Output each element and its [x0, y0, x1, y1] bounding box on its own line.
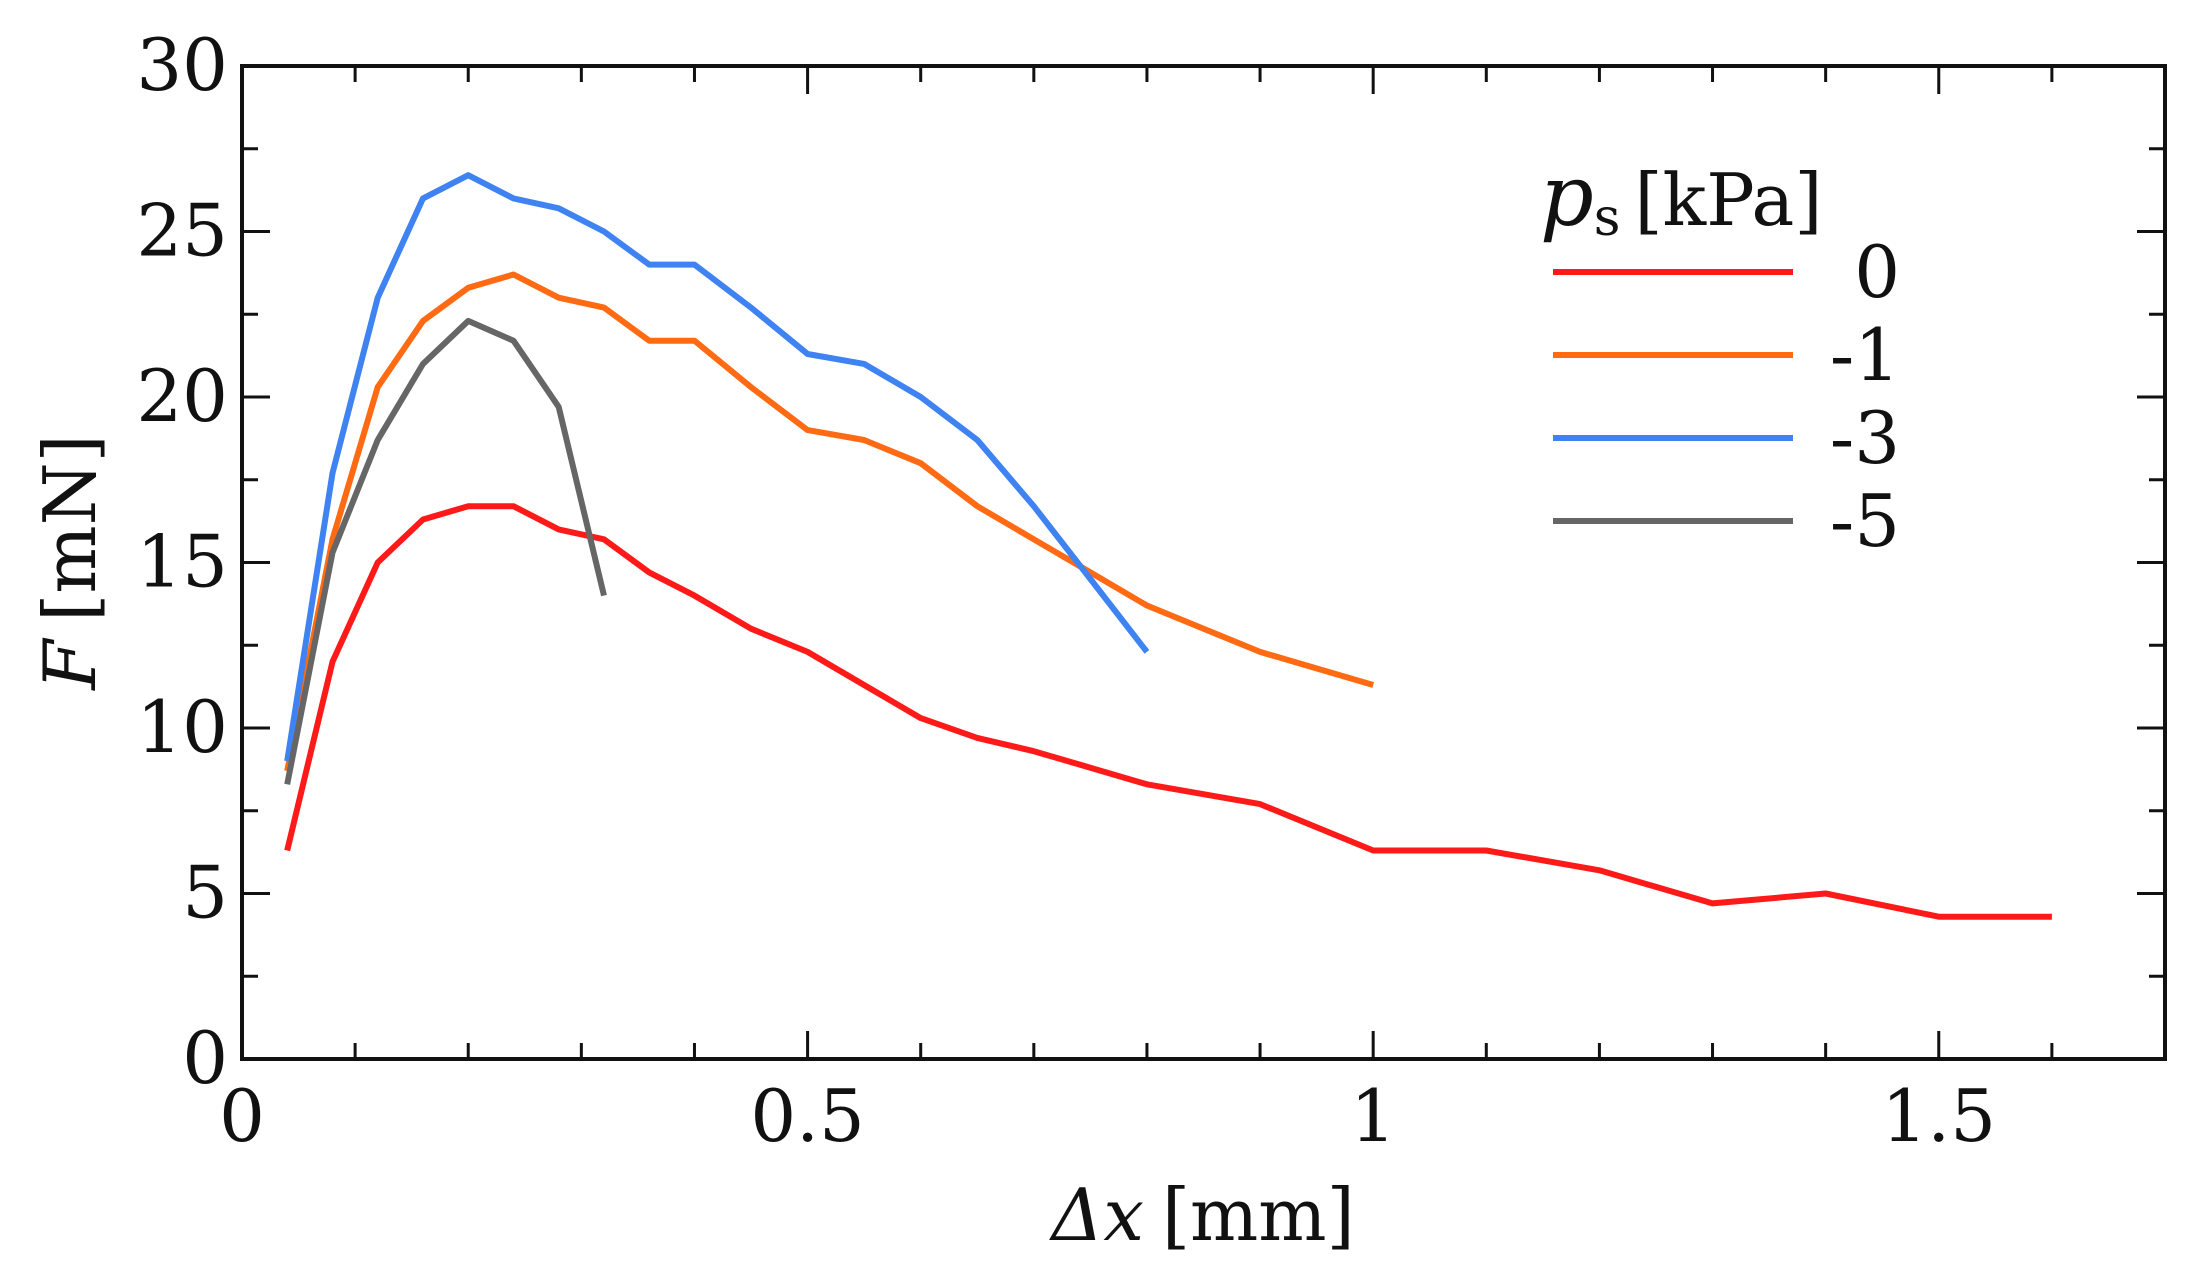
x-tick-label-0-5: 0.5 [750, 1074, 865, 1158]
legend-label-p0: 0 [1854, 230, 1900, 314]
legend-title-symbol: p [1540, 147, 1594, 245]
y-tick-label-0: 0 [182, 1016, 228, 1100]
legend-title-unit: [kPa] [1634, 158, 1822, 242]
legend-title: ps [kPa] [1540, 147, 1822, 248]
series-line-p-1 [284, 271, 1375, 772]
y-axis-label: F [mN] [28, 434, 112, 691]
y-tick-label-25: 25 [136, 189, 228, 273]
legend-title-subscript: s [1594, 188, 1621, 248]
y-axis-label-unit: [mN] [28, 434, 112, 621]
y-tick-label-5: 5 [182, 851, 228, 935]
legend-entries: 0-1-3-5 [1553, 230, 1900, 563]
y-tick-label-15: 15 [136, 520, 228, 604]
y-tick-label-20: 20 [136, 354, 228, 438]
y-tick-label-30: 30 [136, 23, 228, 107]
x-axis-label-unit: [mm] [1162, 1173, 1355, 1257]
series-lines [284, 172, 2052, 920]
y-axis-label-symbol: F [28, 637, 112, 692]
series-line-p-3 [284, 172, 1150, 762]
legend-label-p-3: -3 [1830, 396, 1900, 480]
x-tick-label-1-5: 1.5 [1882, 1074, 1997, 1158]
legend-label-p-1: -1 [1830, 313, 1900, 397]
x-tick-label-0: 0 [219, 1074, 265, 1158]
y-tick-label-10: 10 [136, 685, 228, 769]
axis-tick-labels: 0 0.5 1 1.5 0 5 10 15 20 25 30 [136, 23, 1996, 1158]
legend-label-p-5: -5 [1830, 479, 1900, 563]
x-tick-label-1: 1 [1350, 1074, 1396, 1158]
legend: ps [kPa] 0-1-3-5 [1540, 147, 1900, 563]
series-line-p0 [284, 503, 2052, 920]
axis-ticks [240, 64, 2165, 1061]
series-line-p-5 [284, 317, 607, 785]
x-axis-label: Δx [mm] [1048, 1173, 1354, 1257]
x-axis-label-symbol: Δx [1048, 1173, 1144, 1257]
